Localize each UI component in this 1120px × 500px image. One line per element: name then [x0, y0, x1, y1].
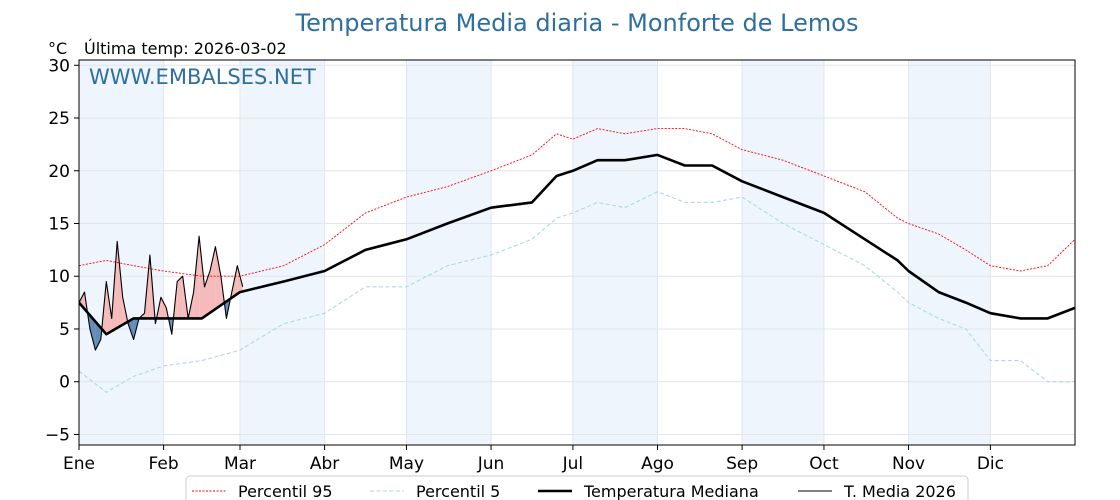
x-tick-label: Jul — [562, 454, 584, 474]
x-tick-label: Nov — [892, 454, 925, 474]
anomaly-warm — [210, 246, 216, 313]
x-tick-label: Ago — [641, 454, 674, 474]
x-tick-label: Ene — [63, 454, 95, 474]
legend-label: T. Media 2026 — [843, 482, 956, 500]
x-tick-label: Jun — [477, 454, 505, 474]
series-line-percentil-95 — [79, 128, 1075, 277]
y-tick-label: 20 — [48, 162, 70, 182]
anomaly-warm — [106, 281, 112, 335]
anomaly-warm — [177, 276, 183, 319]
unit-label: °C — [48, 39, 67, 58]
y-tick-label: 30 — [48, 56, 70, 76]
x-tick-label: Oct — [809, 454, 839, 474]
y-tick-label: 15 — [48, 214, 70, 234]
x-tick-label: May — [389, 454, 424, 474]
legend-box — [185, 475, 969, 500]
month-bands — [79, 60, 991, 445]
month-band — [406, 60, 492, 445]
anomaly-warm — [215, 246, 221, 309]
watermark: WWW.EMBALSES.NET — [89, 65, 316, 89]
legend-label: Percentil 95 — [238, 482, 333, 500]
series-line-temperatura-mediana — [79, 153, 1075, 336]
anomaly-warm — [204, 271, 210, 317]
month-band — [79, 60, 164, 445]
y-tick-label: 10 — [48, 267, 70, 287]
legend: Percentil 95 Percentil 5 Temperatura Media… — [185, 475, 969, 500]
legend-label: Temperatura Mediana — [583, 482, 759, 500]
y-tick-label: 0 — [59, 373, 70, 393]
series-lines — [79, 128, 1075, 393]
anomaly-warm — [193, 236, 200, 319]
x-tick-label: Sep — [726, 454, 758, 474]
series-line-t-media-2026 — [79, 235, 244, 351]
x-tick-label: Abr — [310, 454, 339, 474]
y-tick-label: 25 — [48, 109, 70, 129]
y-tick-label: −5 — [45, 425, 70, 445]
y-tick-label: 5 — [59, 320, 70, 340]
x-axis: Ene Feb Mar Abr May Jun Jul Ago Sep Oct Nov Dic — [63, 445, 1004, 474]
x-tick-label: Dic — [977, 454, 1004, 474]
last-update-label: Última temp: 2026-03-02 — [84, 39, 287, 58]
series-line-percentil-5 — [79, 191, 1075, 393]
legend-label: Percentil 5 — [416, 482, 500, 500]
x-tick-label: Mar — [224, 454, 256, 474]
month-band — [572, 60, 658, 445]
x-tick-label: Feb — [149, 454, 179, 474]
anomaly-warm — [79, 292, 85, 309]
anomaly-cold — [95, 321, 101, 351]
y-axis: −5 0 5 10 15 20 25 30 — [45, 56, 79, 445]
month-band — [908, 60, 991, 445]
anomaly-warm — [160, 297, 167, 319]
anomaly-warm — [199, 236, 205, 319]
month-band — [742, 60, 824, 445]
anomaly-cold — [89, 315, 96, 351]
month-band — [239, 60, 325, 445]
chart-title: Temperatura Media diaria - Monforte de L… — [295, 9, 859, 37]
plot-frame — [78, 59, 1076, 446]
